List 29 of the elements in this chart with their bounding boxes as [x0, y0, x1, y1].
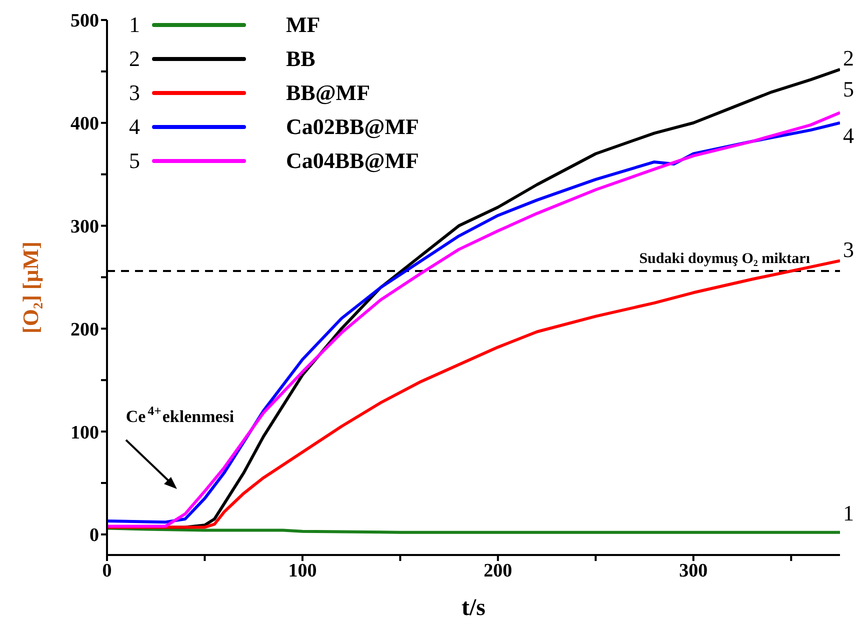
- annotation: 2: [128, 46, 140, 72]
- text: 3: [843, 236, 854, 262]
- y-tick-label: 300: [70, 216, 99, 238]
- annotation: Ce$^{4+}$eklenmesi: [126, 404, 234, 426]
- annotation: 3: [128, 80, 140, 106]
- y-axis-title: [O₂] [µM]: [18, 242, 43, 334]
- ref-line-label: Sudaki doymuş O₂ miktarı: [639, 251, 810, 268]
- text: 1: [843, 500, 854, 526]
- legend-label: BB@MF: [286, 80, 370, 106]
- x-tick-label: 0: [102, 560, 112, 582]
- text: 5: [843, 76, 854, 102]
- y-tick-label: 0: [90, 525, 99, 546]
- x-tick-label: 200: [484, 560, 512, 582]
- y-tick-label: 500: [70, 10, 99, 32]
- text: 4: [843, 122, 854, 148]
- x-tick-label: 300: [679, 560, 708, 582]
- x-tick-label: 100: [288, 560, 317, 582]
- annotation: 5: [128, 148, 140, 174]
- legend-label: Ca02BB@MF: [286, 114, 419, 140]
- legend-label: Ca04BB@MF: [286, 148, 419, 174]
- y-tick-label: 400: [70, 114, 99, 135]
- legend-label: MF: [286, 12, 320, 38]
- x-axis-title: t/s: [462, 595, 486, 621]
- legend-label: BB: [286, 46, 316, 72]
- annotation: 1: [128, 12, 140, 38]
- y-tick-label: 100: [70, 422, 99, 444]
- y-tick-label: 200: [70, 319, 99, 340]
- annotation: 4: [128, 114, 140, 140]
- text: 2: [843, 45, 854, 70]
